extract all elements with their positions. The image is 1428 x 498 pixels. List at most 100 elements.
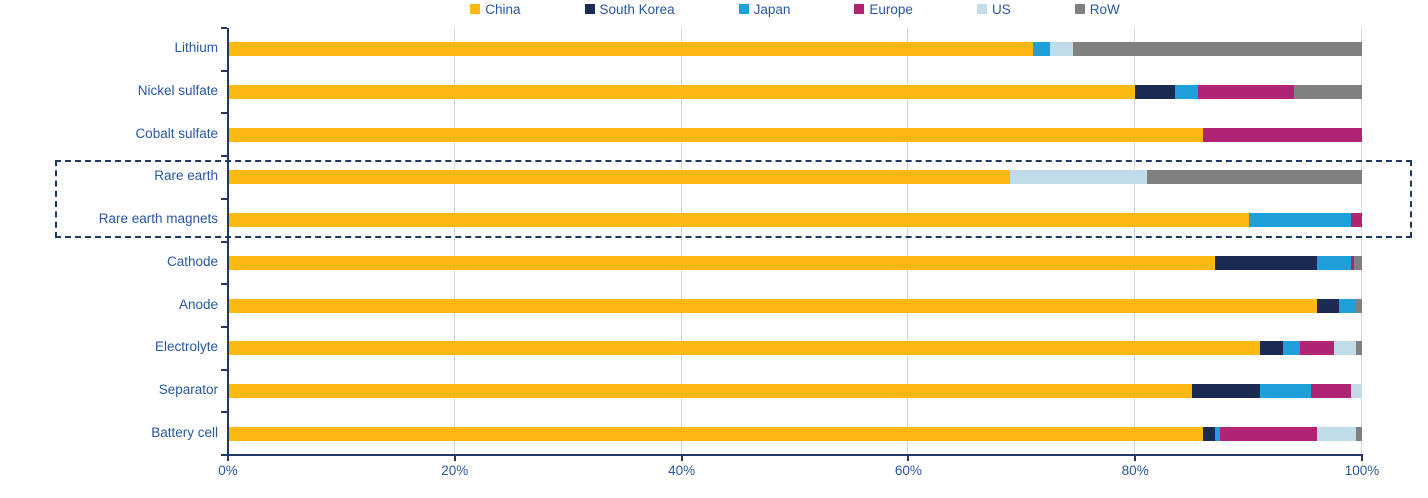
category-label-electrolyte: Electrolyte bbox=[154, 339, 218, 355]
y-axis-tick bbox=[221, 112, 227, 115]
bar-row-lithium bbox=[228, 42, 1362, 57]
legend-item-south-korea: South Korea bbox=[584, 1, 675, 17]
category-label-cathode: Cathode bbox=[166, 253, 218, 269]
bar-row-rare-earth bbox=[228, 170, 1362, 185]
bar-row-battery-cell bbox=[228, 426, 1362, 441]
y-axis-tick bbox=[221, 197, 227, 200]
plot-area bbox=[228, 28, 1362, 455]
y-axis-tick bbox=[221, 325, 227, 328]
bar-segment-us bbox=[1050, 42, 1073, 57]
bar-segment-row bbox=[1293, 85, 1362, 100]
x-axis-tick bbox=[453, 456, 456, 461]
bar-segment-row bbox=[1146, 170, 1362, 185]
bar-segment-japan bbox=[1282, 341, 1300, 356]
bar-segment-japan bbox=[1248, 213, 1351, 228]
bar-row-anode bbox=[228, 298, 1362, 313]
y-axis-tick bbox=[221, 155, 227, 158]
bar-segment-europe bbox=[1350, 213, 1362, 228]
y-axis-line bbox=[227, 28, 229, 456]
legend-label: China bbox=[485, 1, 521, 17]
x-axis-tick bbox=[680, 456, 683, 461]
bar-segment-us bbox=[1316, 426, 1357, 441]
bar-row-separator bbox=[228, 383, 1362, 398]
bar-segment-europe bbox=[1220, 426, 1317, 441]
legend-item-row: RoW bbox=[1074, 1, 1120, 17]
category-label-lithium: Lithium bbox=[174, 40, 218, 56]
bar-segment-south-korea bbox=[1259, 341, 1283, 356]
bar-row-cobalt-sulfate bbox=[228, 127, 1362, 142]
x-axis-tick-label: 60% bbox=[894, 463, 922, 478]
bar-segment-china bbox=[228, 341, 1260, 356]
legend-label: US bbox=[991, 1, 1011, 17]
category-label-battery-cell: Battery cell bbox=[151, 424, 218, 440]
bar-segment-china bbox=[228, 213, 1249, 228]
bar-segment-japan bbox=[1174, 85, 1198, 100]
legend-swatch-icon bbox=[470, 4, 481, 14]
bar-segment-europe bbox=[1197, 85, 1294, 100]
bar-segment-south-korea bbox=[1191, 383, 1260, 398]
legend-item-us: US bbox=[976, 1, 1011, 17]
bar-segment-japan bbox=[1316, 255, 1351, 270]
gridline-20 bbox=[453, 28, 455, 455]
bar-segment-china bbox=[228, 42, 1034, 57]
legend-label: South Korea bbox=[599, 1, 675, 17]
legend-swatch-icon bbox=[584, 4, 595, 14]
bar-segment-us bbox=[1333, 341, 1357, 356]
bar-segment-china bbox=[228, 298, 1317, 313]
category-label-rare-earth-magnets: Rare earth magnets bbox=[98, 211, 218, 227]
bar-segment-europe bbox=[1310, 383, 1351, 398]
bar-segment-row bbox=[1072, 42, 1362, 57]
bar-segment-japan bbox=[1214, 426, 1221, 441]
x-axis-tick-label: 0% bbox=[218, 463, 238, 478]
bar-segment-europe bbox=[1299, 341, 1334, 356]
category-label-rare-earth: Rare earth bbox=[154, 168, 218, 184]
bar-segment-row bbox=[1356, 426, 1362, 441]
legend-item-china: China bbox=[470, 1, 521, 17]
bar-row-rare-earth-magnets bbox=[228, 213, 1362, 228]
legend-item-japan: Japan bbox=[738, 1, 791, 17]
x-axis-tick bbox=[907, 456, 910, 461]
category-label-cobalt-sulfate: Cobalt sulfate bbox=[135, 125, 218, 141]
x-axis-tick-label: 100% bbox=[1344, 463, 1380, 478]
bar-segment-south-korea bbox=[1214, 255, 1317, 270]
bar-segment-china bbox=[228, 85, 1136, 100]
legend-item-europe: Europe bbox=[854, 2, 913, 17]
x-axis-line bbox=[228, 454, 1363, 456]
x-axis-tick-label: 40% bbox=[668, 463, 696, 478]
category-label-nickel-sulfate: Nickel sulfate bbox=[137, 83, 218, 99]
bar-row-cathode bbox=[228, 255, 1362, 270]
y-axis-tick bbox=[221, 240, 227, 243]
bar-segment-south-korea bbox=[1135, 85, 1175, 100]
legend-swatch-icon bbox=[854, 4, 865, 14]
bar-segment-japan bbox=[1339, 298, 1357, 313]
legend-swatch-icon bbox=[738, 4, 749, 14]
y-axis-tick bbox=[221, 454, 227, 456]
y-axis-tick bbox=[221, 368, 227, 371]
x-axis-tick-label: 20% bbox=[441, 463, 469, 478]
bar-segment-row bbox=[1356, 298, 1362, 313]
gridline-40 bbox=[680, 28, 682, 455]
bar-segment-china bbox=[228, 127, 1204, 142]
x-axis-tick bbox=[1361, 456, 1363, 461]
bar-segment-us bbox=[1010, 170, 1147, 185]
legend-label: Japan bbox=[753, 1, 791, 17]
legend-label: RoW bbox=[1089, 1, 1120, 17]
category-label-anode: Anode bbox=[178, 296, 218, 312]
bar-segment-south-korea bbox=[1203, 426, 1215, 441]
bar-segment-europe bbox=[1203, 127, 1362, 142]
x-axis-tick bbox=[1134, 456, 1137, 461]
bar-segment-us bbox=[1350, 383, 1362, 398]
bar-segment-europe bbox=[1350, 255, 1355, 270]
bar-segment-china bbox=[228, 383, 1192, 398]
x-axis-tick-label: 80% bbox=[1121, 463, 1149, 478]
bar-segment-china bbox=[228, 170, 1011, 185]
legend-swatch-icon bbox=[1074, 4, 1085, 14]
gridline-80 bbox=[1134, 28, 1136, 455]
category-label-separator: Separator bbox=[158, 381, 218, 397]
bar-segment-china bbox=[228, 426, 1204, 441]
bar-row-electrolyte bbox=[228, 341, 1362, 356]
y-axis-tick bbox=[221, 411, 227, 414]
chart-legend: China South Korea Japan Europe US RoW bbox=[228, 0, 1362, 18]
y-axis-tick bbox=[221, 69, 227, 72]
